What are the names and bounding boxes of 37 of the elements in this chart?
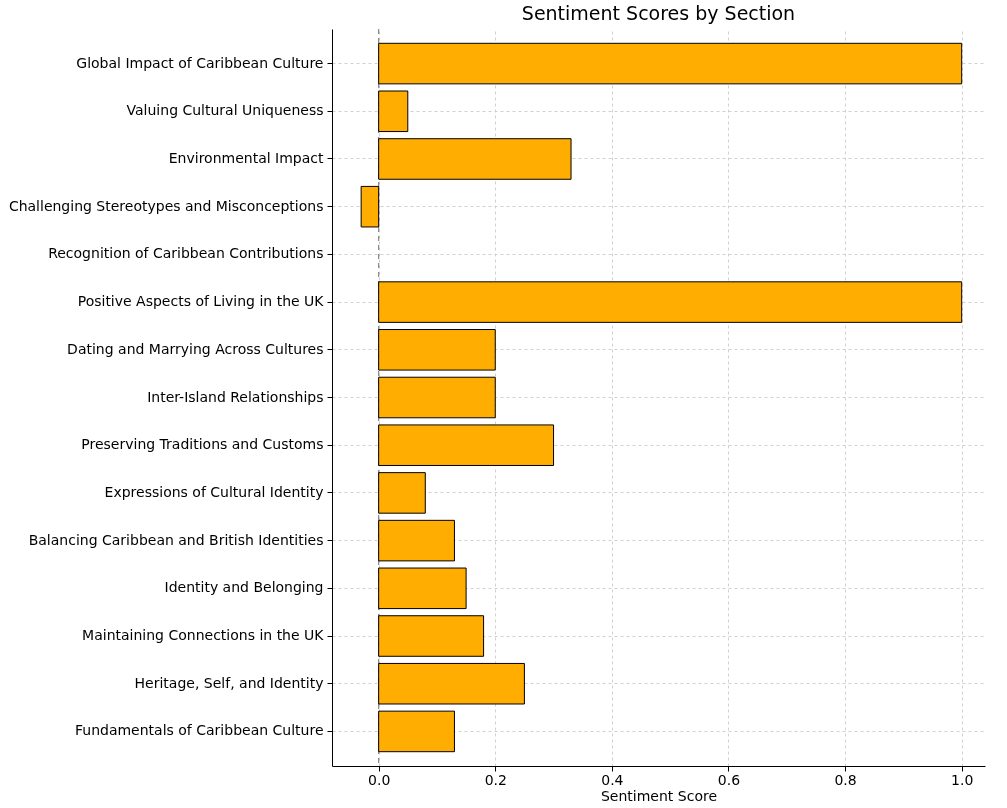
y-tick-label: Expressions of Cultural Identity xyxy=(104,483,324,500)
y-tick-label: Environmental Impact xyxy=(168,149,325,166)
x-tick-label: 0.0 xyxy=(368,771,391,788)
bar xyxy=(378,519,455,562)
y-tick-label: Balancing Caribbean and British Identities xyxy=(28,531,324,548)
bar xyxy=(378,662,525,705)
bar xyxy=(378,281,963,323)
y-tick-label: Positive Aspects of Living in the UK xyxy=(77,293,325,310)
y-tick-label: Preserving Traditions and Customs xyxy=(81,436,324,453)
x-tick-label: 0.8 xyxy=(834,771,857,788)
bar xyxy=(378,329,496,371)
bar xyxy=(378,42,963,85)
x-axis-title: Sentiment Score xyxy=(600,787,718,804)
bar xyxy=(378,710,455,753)
y-tick-label: Valuing Cultural Uniqueness xyxy=(126,102,324,119)
bar xyxy=(360,185,380,228)
bar xyxy=(378,615,485,657)
x-tick-label: 1.0 xyxy=(951,771,974,788)
y-tick-label: Global Impact of Caribbean Culture xyxy=(76,54,324,71)
y-tick-label: Recognition of Caribbean Contributions xyxy=(48,245,324,262)
y-tick-label: Identity and Belonging xyxy=(164,579,324,596)
y-tick-label: Inter-Island Relationships xyxy=(147,388,324,405)
bar xyxy=(378,472,426,514)
y-tick-label: Challenging Stereotypes and Misconceptions xyxy=(8,197,324,214)
bar xyxy=(378,424,555,466)
x-tick-label: 0.6 xyxy=(717,771,741,788)
bar xyxy=(378,138,572,180)
bar xyxy=(378,90,409,133)
y-tick-label: Fundamentals of Caribbean Culture xyxy=(74,722,324,739)
y-tick-label: Heritage, Self, and Identity xyxy=(134,674,324,691)
bar xyxy=(378,567,467,610)
chart-title: Sentiment Scores by Section xyxy=(521,2,796,25)
y-tick-label: Maintaining Connections in the UK xyxy=(82,627,325,644)
y-tick-label: Dating and Marrying Across Cultures xyxy=(67,340,324,357)
x-tick-label: 0.2 xyxy=(484,771,507,788)
bar xyxy=(378,376,496,419)
x-tick-label: 0.4 xyxy=(601,771,624,788)
